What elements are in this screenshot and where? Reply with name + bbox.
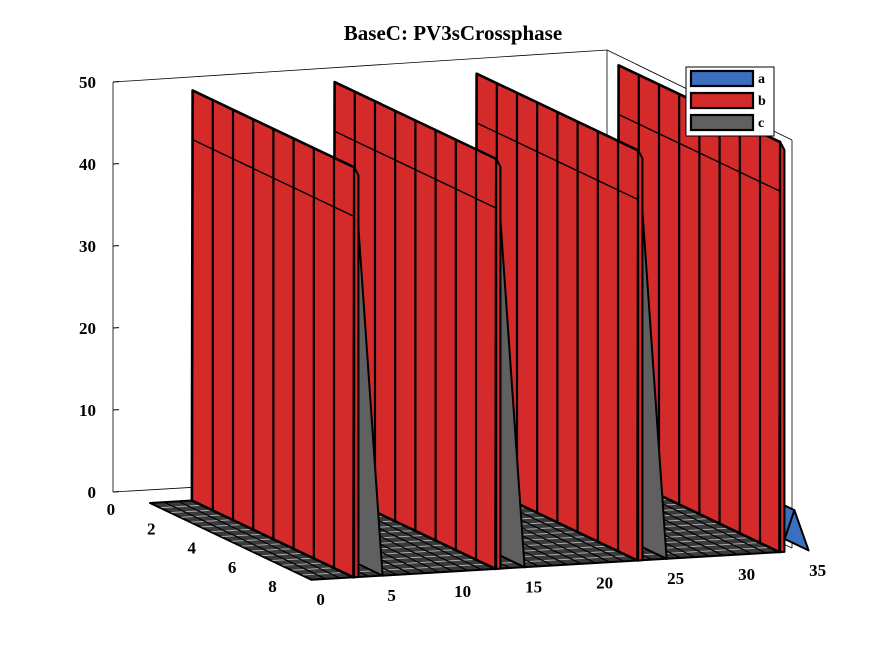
x-tick-label: 30: [738, 565, 755, 584]
x-tick-label: 5: [387, 586, 396, 605]
z-tick-label: 20: [79, 319, 96, 338]
series-b-edge: [353, 166, 360, 579]
legend-swatch-b: [689, 91, 755, 110]
series-b-edge: [637, 149, 644, 562]
x-tick-label: 20: [596, 573, 613, 592]
legend-swatch-a: [689, 69, 755, 88]
y-tick-label: 8: [268, 577, 277, 596]
axis-ticks: 0 10 20 30 40 50 0 5 10 15 20 25 30 35 0 2 4 6 8: [79, 73, 826, 609]
x-tick-label: 0: [316, 590, 325, 609]
legend-label-a: a: [758, 72, 765, 87]
legend: abc: [685, 66, 775, 137]
z-tick-label: 10: [79, 401, 96, 420]
z-tick-label: 50: [79, 73, 96, 92]
x-tick-label: 35: [809, 561, 826, 580]
y-tick-label: 4: [187, 539, 196, 558]
z-tick-label: 40: [79, 155, 96, 174]
x-tick-label: 15: [525, 578, 542, 597]
legend-label-c: c: [758, 116, 764, 131]
series-b-contour-line: [618, 113, 781, 192]
y-tick-label: 6: [228, 558, 237, 577]
z-tick-label: 30: [79, 237, 96, 256]
z-tick-label: 0: [88, 483, 97, 502]
series-b-edge: [495, 157, 502, 570]
series-b-contour-line: [476, 122, 639, 201]
x-tick-label: 10: [454, 582, 471, 601]
series-b-edge: [779, 141, 786, 554]
floor-grid-line: [178, 500, 341, 579]
legend-label-b: b: [758, 94, 766, 109]
chart-title: BaseC: PV3sCrossphase: [344, 21, 562, 45]
floor-grid-line: [163, 501, 327, 580]
y-tick-label: 2: [147, 519, 156, 538]
series-b-contour-line: [192, 139, 355, 218]
x-tick-label: 25: [667, 569, 684, 588]
series-b-contour-line: [334, 130, 497, 209]
floor-grid-line: [149, 502, 312, 581]
surface-plot: [149, 63, 810, 581]
legend-swatch-c: [689, 113, 755, 132]
y-tick-label: 0: [107, 500, 116, 519]
